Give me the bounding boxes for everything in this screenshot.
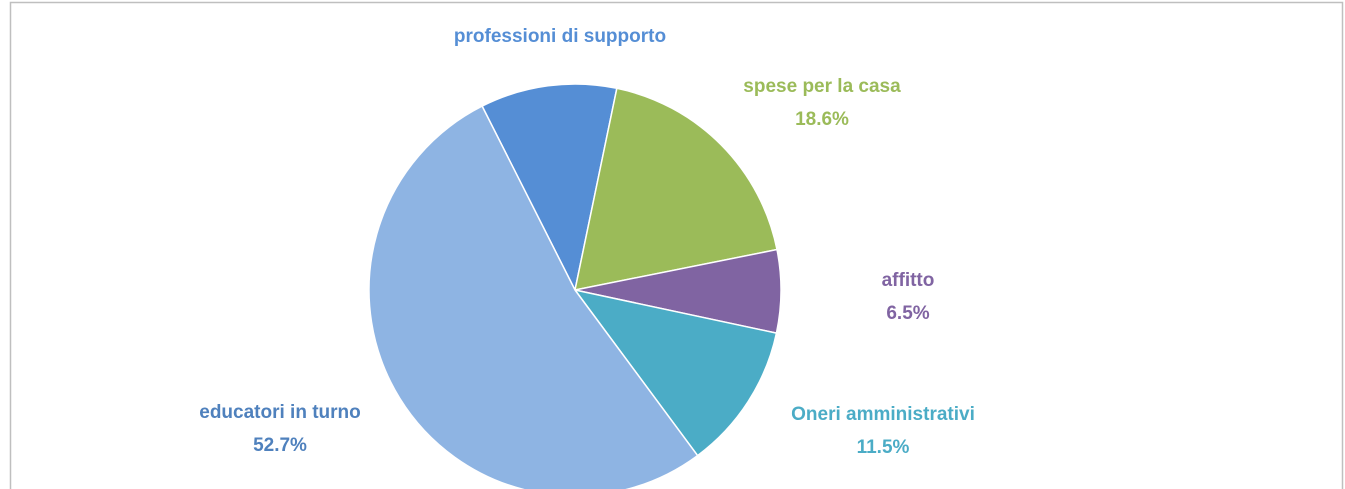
chart-frame <box>9 1 1344 489</box>
pie-slice <box>574 87 778 291</box>
pie-slice <box>368 105 699 489</box>
slice-label: educatori in turno 52.7% <box>150 396 410 462</box>
category-label: Oneri amministrativi <box>791 404 975 425</box>
value-label: 6.5% <box>886 303 930 324</box>
pie-slice <box>573 288 778 457</box>
pie-slice <box>481 83 618 293</box>
slice-label: professioni di supporto <box>445 20 675 53</box>
value-label: 11.5% <box>856 437 910 458</box>
value-label: 52.7% <box>253 435 307 456</box>
value-label: 18.6% <box>795 109 849 130</box>
slice-label: spese per la casa 18.6% <box>692 70 952 136</box>
category-label: educatori in turno <box>199 402 361 423</box>
category-label: affitto <box>881 270 935 291</box>
category-label: spese per la casa <box>743 76 901 97</box>
slice-label: affitto 6.5% <box>828 264 988 330</box>
slice-label: Oneri amministrativi 11.5% <box>733 398 1033 464</box>
category-label: professioni di supporto <box>453 26 667 47</box>
